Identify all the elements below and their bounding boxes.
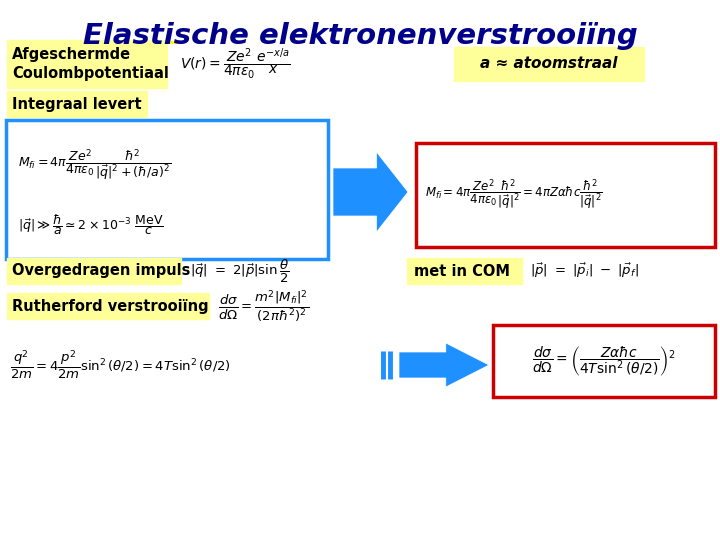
FancyBboxPatch shape: [6, 120, 328, 259]
FancyBboxPatch shape: [7, 258, 181, 284]
Text: a ≈ atoomstraal: a ≈ atoomstraal: [480, 57, 618, 71]
Text: $\dfrac{q^2}{2m} = 4\dfrac{p^2}{2m}\sin^2(\theta/2) = 4T\sin^2(\theta/2)$: $\dfrac{q^2}{2m} = 4\dfrac{p^2}{2m}\sin^…: [10, 349, 230, 381]
Text: $|\vec{q}|\ =\ 2|\vec{p}|\sin\dfrac{\theta}{2}$: $|\vec{q}|\ =\ 2|\vec{p}|\sin\dfrac{\the…: [190, 258, 289, 285]
FancyBboxPatch shape: [7, 293, 209, 319]
Text: Afgeschermde
Coulombpotentiaal: Afgeschermde Coulombpotentiaal: [12, 46, 169, 82]
Text: $M_{fi} = 4\pi \dfrac{Ze^2}{4\pi\epsilon_0}\dfrac{\hbar^2}{|\vec{q}|^2+(\hbar/a): $M_{fi} = 4\pi \dfrac{Ze^2}{4\pi\epsilon…: [18, 147, 171, 183]
Text: met in COM: met in COM: [414, 264, 510, 279]
FancyBboxPatch shape: [407, 258, 522, 284]
Text: Integraal levert: Integraal levert: [12, 97, 142, 111]
Text: $|\vec{q}| \gg \dfrac{\hbar}{a} \simeq 2\times10^{-3}\ \dfrac{\mathrm{MeV}}{c}$: $|\vec{q}| \gg \dfrac{\hbar}{a} \simeq 2…: [18, 213, 163, 238]
Text: $\dfrac{d\sigma}{d\Omega} = \left(\dfrac{Z\alpha\hbar c}{4T\sin^2(\theta/2)}\rig: $\dfrac{d\sigma}{d\Omega} = \left(\dfrac…: [532, 345, 676, 378]
Polygon shape: [333, 152, 408, 232]
FancyBboxPatch shape: [493, 325, 715, 397]
FancyBboxPatch shape: [7, 40, 167, 88]
Polygon shape: [399, 343, 489, 387]
Text: $|\vec{p}|\ =\ |\vec{p}_i|\ -\ |\vec{p}_f|$: $|\vec{p}|\ =\ |\vec{p}_i|\ -\ |\vec{p}_…: [530, 262, 639, 280]
FancyBboxPatch shape: [7, 91, 147, 117]
Text: Elastische elektronenverstrooiïng: Elastische elektronenverstrooiïng: [83, 22, 637, 50]
Text: $M_{fi} = 4\pi\dfrac{Ze^2}{4\pi\epsilon_0}\dfrac{\hbar^2}{|\vec{q}|^2}= 4\pi Z\a: $M_{fi} = 4\pi\dfrac{Ze^2}{4\pi\epsilon_…: [425, 178, 603, 212]
Text: $V(r) = \dfrac{Ze^2}{4\pi\epsilon_0}\dfrac{e^{-x/a}}{x}$: $V(r) = \dfrac{Ze^2}{4\pi\epsilon_0}\dfr…: [180, 46, 291, 82]
Text: Overgedragen impuls: Overgedragen impuls: [12, 264, 190, 279]
Text: $\dfrac{d\sigma}{d\Omega} = \dfrac{m^2|M_{fi}|^2}{(2\pi\hbar^2)^2}$: $\dfrac{d\sigma}{d\Omega} = \dfrac{m^2|M…: [218, 288, 309, 324]
FancyBboxPatch shape: [416, 143, 715, 247]
Text: Rutherford verstrooiïng: Rutherford verstrooiïng: [12, 299, 209, 314]
FancyBboxPatch shape: [454, 47, 644, 81]
